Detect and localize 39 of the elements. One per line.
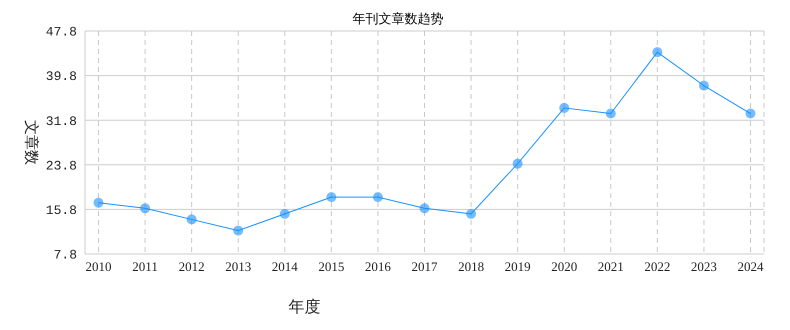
point [698,80,709,91]
x-tick-label: 2013 [225,259,252,274]
chart-title: 年刊文章数趋势 [352,11,444,26]
point [420,203,430,214]
y-tick-label: 7.8 [54,248,77,263]
point [559,102,570,113]
x-tick-label: 2021 [598,259,624,274]
point [186,214,197,224]
y-tick-label: 23.8 [46,158,77,174]
point [372,192,383,202]
x-tick-label: 2020 [551,259,578,274]
x-tick-label: 2016 [364,259,392,274]
x-tick-label: 2015 [318,259,344,274]
point [94,198,104,208]
x-tick-label: 2022 [644,259,670,274]
point [140,203,150,214]
point [280,208,290,219]
point [512,158,523,169]
x-tick-label: 2019 [504,259,531,274]
x-tick-label: 2011 [132,259,158,274]
point [745,108,756,119]
x-tick-label: 2014 [272,259,298,274]
y-tick-label: 15.8 [46,203,77,218]
x-tick-label: 2017 [412,259,438,274]
y-tick-label: 47.8 [46,24,77,40]
point [233,226,244,236]
point [466,208,476,219]
point [652,47,662,58]
x-tick-label: 2024 [737,259,764,274]
y-tick-label: 39.8 [46,69,77,84]
point [606,108,616,119]
point [326,192,336,202]
x-tick-label: 2023 [690,259,717,274]
x-tick-label: 2012 [178,259,205,274]
x-axis-title: 年度 [288,298,320,316]
x-tick-label: 2010 [86,259,112,274]
y-axis-title: 文章数 [22,120,40,165]
y-tick-label: 31.8 [46,114,77,129]
x-tick-label: 2018 [458,259,484,274]
